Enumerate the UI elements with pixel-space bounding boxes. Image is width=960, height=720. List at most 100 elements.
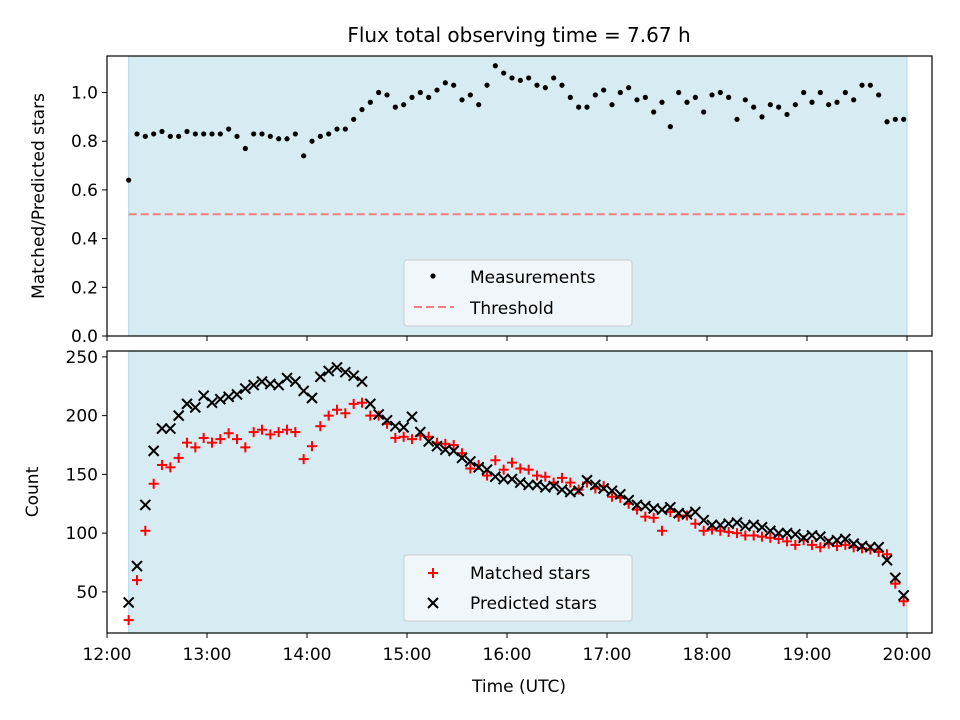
matched-star-point — [323, 410, 334, 421]
measurement-point — [126, 177, 132, 183]
predicted-star-point — [514, 476, 527, 489]
measurement-point — [851, 97, 857, 103]
predicted-star-point — [889, 572, 902, 584]
matched-star-point — [407, 434, 417, 445]
matched-star-point — [440, 438, 451, 449]
predicted-star-point — [789, 528, 802, 541]
matched-star-point — [723, 526, 734, 537]
measurement-point — [801, 89, 807, 96]
measurement-point — [476, 102, 482, 108]
predicted-star-point — [622, 494, 635, 506]
predicted-star-point — [339, 366, 352, 378]
top-legend: Measurements Threshold — [403, 259, 633, 327]
measurement-point — [734, 116, 740, 122]
measurement-point — [876, 92, 882, 98]
predicted-star-point — [247, 379, 260, 391]
matched-star-point — [640, 511, 651, 522]
measurement-point — [317, 133, 323, 139]
measurement-point — [501, 70, 507, 76]
measurement-point — [667, 124, 673, 130]
predicted-star-point — [864, 541, 877, 553]
predicted-star-point — [872, 541, 885, 553]
top-y-tick-label: 0.6 — [71, 181, 98, 201]
predicted-star-point — [147, 445, 160, 457]
matched-star-point — [657, 525, 667, 536]
predicted-star-point — [122, 596, 135, 609]
predicted-star-point — [381, 414, 393, 427]
measurement-point — [309, 138, 315, 144]
measurement-point — [767, 102, 773, 108]
predicted-star-point — [731, 516, 743, 529]
predicted-star-point — [597, 482, 610, 495]
measurement-point — [284, 136, 290, 142]
matched-star-point — [357, 397, 367, 408]
measurement-point — [334, 126, 340, 132]
measurement-point — [176, 133, 182, 139]
predicted-star-point — [164, 422, 177, 435]
measurement-point — [159, 128, 165, 135]
matched-star-point — [390, 432, 401, 443]
matched-star-point — [532, 470, 542, 481]
matched-star-point — [165, 462, 176, 473]
measurement-point — [226, 126, 232, 132]
measurement-point — [467, 92, 473, 98]
top-y-tick-label: 0.2 — [71, 278, 98, 298]
measurement-point — [726, 94, 732, 100]
measurement-point — [301, 153, 307, 159]
legend-label-threshold: Threshold — [469, 299, 554, 319]
measurement-point — [892, 116, 898, 122]
legend-label-measurements: Measurements — [470, 268, 596, 288]
predicted-star-point — [364, 398, 377, 410]
measurement-point — [884, 119, 890, 125]
predicted-star-point — [697, 514, 710, 526]
predicted-star-point — [747, 519, 760, 531]
measurement-point — [701, 109, 707, 115]
measurement-point — [451, 82, 457, 88]
bottom-legend-box — [403, 554, 633, 622]
matched-star-point — [748, 530, 759, 541]
measurement-point — [359, 106, 365, 113]
measurement-point — [542, 85, 548, 91]
predicted-star-point — [756, 521, 768, 533]
measurement-point — [776, 104, 782, 110]
measurement-point — [601, 87, 607, 93]
measurement-point — [517, 77, 523, 83]
predicted-star-point — [506, 473, 518, 485]
predicted-star-point — [464, 455, 477, 468]
measurement-point — [784, 111, 790, 118]
chart-title: Flux total observing time = 7.67 h — [347, 23, 690, 47]
measurement-point — [342, 126, 348, 132]
legend-label-matched-stars: Matched stars — [470, 564, 590, 584]
top-panel: 0.0 0.2 0.4 0.6 0.8 1.0 Matched/Predicted sta… — [29, 55, 933, 347]
measurement-point — [742, 97, 748, 103]
matched-star-point — [523, 464, 534, 475]
predicted-star-point — [189, 401, 202, 414]
predicted-star-point — [489, 471, 502, 483]
measurement-point — [292, 131, 298, 137]
predicted-star-point — [456, 452, 468, 464]
measurement-point — [167, 133, 173, 139]
measurement-point — [492, 63, 498, 69]
top-legend-box — [403, 259, 633, 327]
bottom-y-axis-label: Count — [23, 466, 43, 517]
predicted-star-point — [572, 485, 585, 497]
predicted-star-point — [422, 435, 435, 448]
measurement-point — [192, 131, 198, 137]
predicted-star-point — [406, 411, 418, 423]
bottom-y-tick-label: 250 — [66, 348, 98, 368]
matched-star-point — [882, 549, 892, 560]
matched-star-point — [465, 463, 476, 474]
measurement-point — [626, 85, 632, 91]
measurement-point — [259, 131, 265, 137]
matched-star-point — [890, 578, 901, 589]
matched-star-point — [157, 459, 167, 470]
predicted-star-point — [772, 527, 785, 539]
measurement-point — [792, 102, 798, 108]
measurement-point — [676, 89, 682, 96]
measurement-point — [142, 133, 148, 139]
predicted-star-point — [522, 479, 535, 491]
measurement-point — [684, 99, 690, 105]
bottom-panel-frame — [106, 350, 933, 634]
matched-star-point — [898, 596, 909, 607]
